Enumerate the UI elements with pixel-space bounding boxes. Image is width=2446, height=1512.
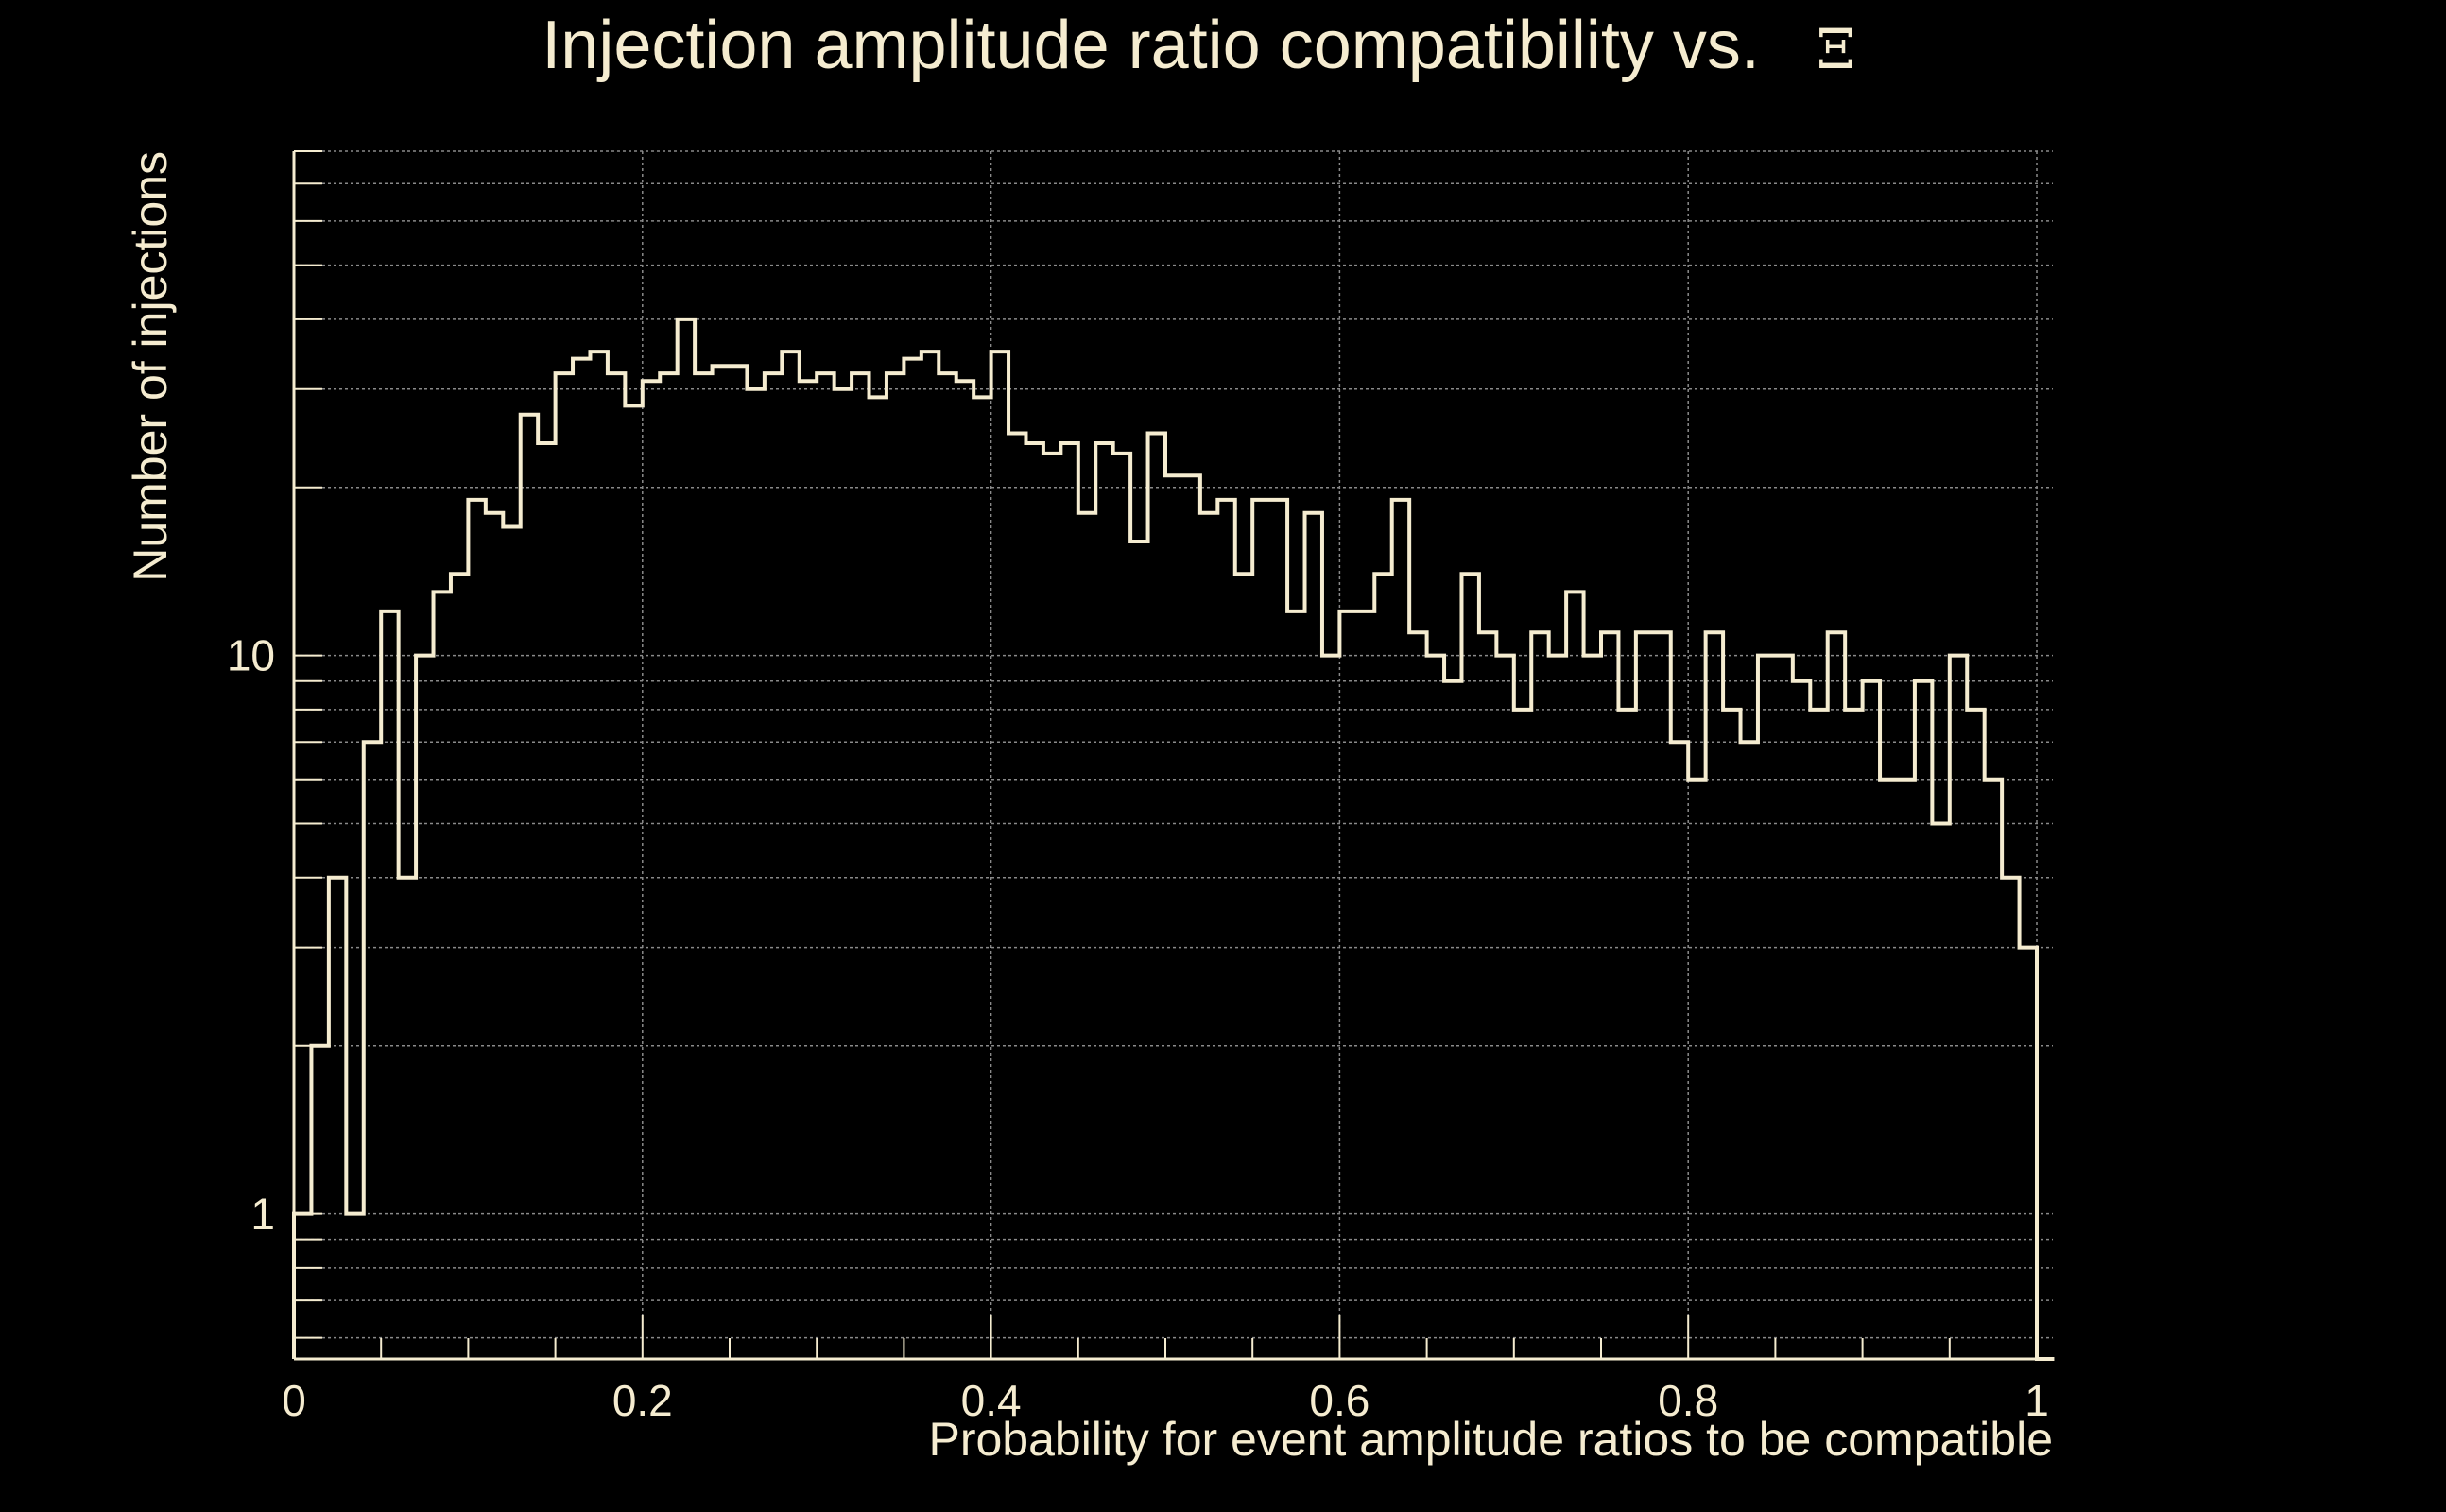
axes (292, 151, 2053, 1361)
y-tick-label: 10 (227, 631, 275, 680)
x-tick-label: 0.8 (1658, 1376, 1718, 1425)
histogram-series-line (292, 317, 2055, 1361)
x-tick-label: 1 (2024, 1376, 2049, 1425)
grid-lines (293, 150, 2053, 1359)
chart-title: Injection amplitude ratio compatibility … (542, 8, 1854, 83)
y-tick-label: 1 (250, 1190, 275, 1239)
x-tick-label: 0.2 (612, 1376, 673, 1425)
x-tick-label: 0.6 (1309, 1376, 1369, 1425)
x-axis-label: Probability for event amplitude ratios t… (928, 1413, 2053, 1466)
x-tick-label: 0.4 (961, 1376, 1022, 1425)
tick-labels: 0 0.2 0.4 0.6 0.8 1 1 10 (227, 631, 2049, 1425)
x-tick-label: 0 (282, 1376, 306, 1425)
chart-title-symbol: Ξ (1817, 17, 1855, 81)
chart-title-text: Injection amplitude ratio compatibility … (542, 8, 1760, 83)
y-axis-label: Number of injections (124, 151, 177, 582)
tick-marks (293, 150, 2038, 1359)
